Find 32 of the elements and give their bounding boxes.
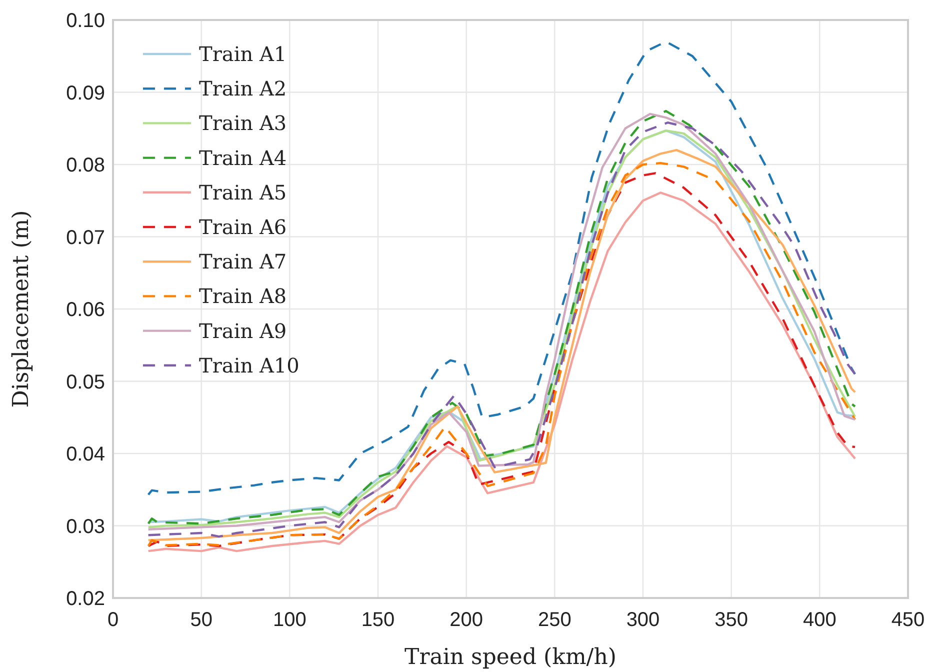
legend-label: Train A9 <box>199 318 287 343</box>
x-tick-label: 250 <box>538 609 572 631</box>
y-axis-title: Displacement (m) <box>9 210 34 408</box>
y-tick-label: 0.10 <box>66 10 105 32</box>
legend-label: Train A2 <box>199 76 287 101</box>
y-tick-label: 0.09 <box>66 82 105 104</box>
x-tick-label: 150 <box>361 609 395 631</box>
x-tick-label: 400 <box>802 609 836 631</box>
legend-label: Train A8 <box>199 284 287 308</box>
legend-label: Train A6 <box>199 215 287 239</box>
line-series <box>147 40 856 496</box>
y-tick-label: 0.06 <box>66 299 105 321</box>
x-tick-label: 350 <box>714 609 748 631</box>
y-tick-label: 0.04 <box>66 444 105 466</box>
legend-label: Train A1 <box>199 42 287 66</box>
legend-label: Train A4 <box>199 146 287 170</box>
legend-label: Train A7 <box>199 250 287 274</box>
x-tick-label: 100 <box>272 609 306 631</box>
y-tick-label: 0.08 <box>66 154 105 176</box>
legend-label: Train A3 <box>199 111 287 136</box>
x-tick-label: 300 <box>626 609 660 631</box>
legend-label: Train A5 <box>199 180 287 204</box>
x-tick-label: 50 <box>190 609 212 631</box>
x-axis-title: Train speed (km/h) <box>404 645 616 670</box>
y-tick-label: 0.07 <box>66 226 105 249</box>
x-tick-label: 0 <box>107 609 119 631</box>
legend-label: Train A10 <box>199 353 300 378</box>
y-tick-label: 0.03 <box>66 516 105 538</box>
y-tick-label: 0.02 <box>66 588 105 610</box>
y-tick-label: 0.05 <box>66 371 105 394</box>
x-tick-label: 450 <box>891 609 925 631</box>
x-tick-label: 200 <box>450 609 484 631</box>
